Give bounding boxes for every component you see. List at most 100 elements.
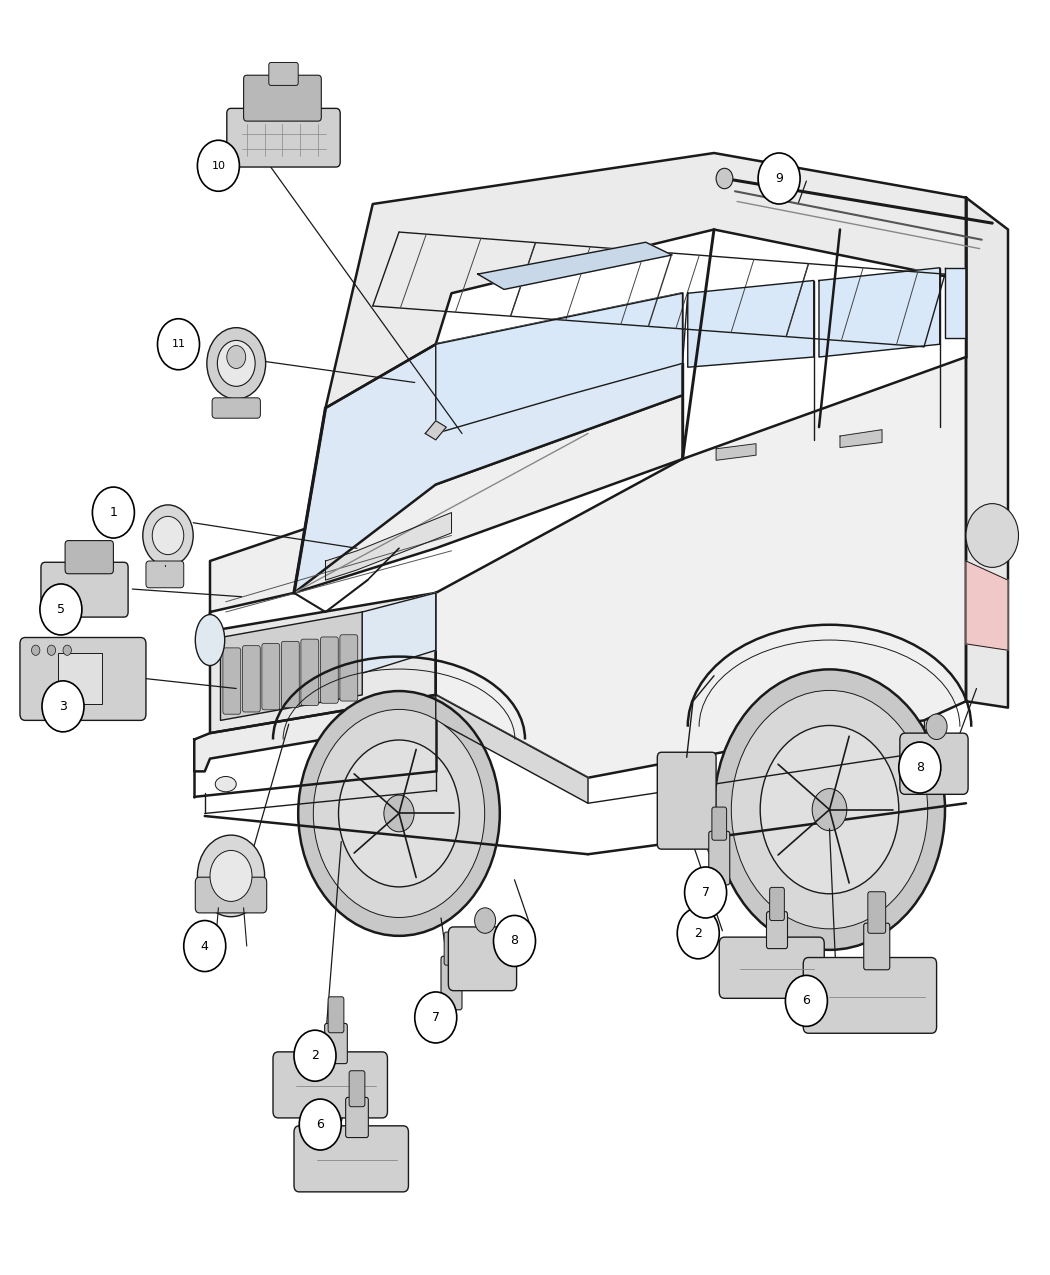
Circle shape (40, 584, 82, 635)
Text: 6: 6 (802, 994, 811, 1007)
FancyBboxPatch shape (709, 831, 730, 885)
Circle shape (760, 725, 899, 894)
FancyBboxPatch shape (41, 562, 128, 617)
FancyBboxPatch shape (269, 62, 298, 85)
Text: 8: 8 (916, 761, 924, 774)
Polygon shape (362, 593, 436, 673)
FancyBboxPatch shape (273, 1052, 387, 1118)
Circle shape (197, 140, 239, 191)
Polygon shape (966, 198, 1008, 708)
Circle shape (677, 908, 719, 959)
Polygon shape (945, 268, 966, 338)
Circle shape (415, 992, 457, 1043)
FancyBboxPatch shape (227, 108, 340, 167)
Polygon shape (326, 513, 452, 580)
Polygon shape (210, 593, 436, 733)
Polygon shape (210, 395, 682, 631)
Polygon shape (220, 612, 362, 720)
Text: 10: 10 (211, 161, 226, 171)
Polygon shape (294, 293, 682, 593)
Circle shape (966, 504, 1018, 567)
Circle shape (210, 850, 252, 901)
FancyBboxPatch shape (294, 1126, 408, 1192)
Circle shape (217, 340, 255, 386)
FancyBboxPatch shape (195, 877, 267, 913)
FancyBboxPatch shape (328, 997, 344, 1033)
Circle shape (313, 709, 485, 918)
FancyBboxPatch shape (441, 956, 462, 1010)
FancyBboxPatch shape (657, 752, 716, 849)
Circle shape (143, 505, 193, 566)
Text: 4: 4 (201, 940, 209, 952)
FancyBboxPatch shape (146, 561, 184, 588)
Polygon shape (819, 268, 940, 357)
FancyBboxPatch shape (212, 398, 260, 418)
Ellipse shape (215, 776, 236, 792)
Polygon shape (436, 357, 966, 778)
Circle shape (716, 168, 733, 189)
Circle shape (785, 975, 827, 1026)
Circle shape (714, 669, 945, 950)
Circle shape (42, 681, 84, 732)
Text: 3: 3 (59, 700, 67, 713)
FancyBboxPatch shape (803, 958, 937, 1033)
Polygon shape (194, 695, 436, 771)
Polygon shape (716, 444, 756, 460)
Ellipse shape (195, 615, 225, 666)
Circle shape (813, 788, 846, 831)
Circle shape (152, 516, 184, 555)
FancyBboxPatch shape (766, 912, 788, 949)
Circle shape (227, 346, 246, 368)
FancyBboxPatch shape (58, 653, 102, 704)
FancyBboxPatch shape (864, 923, 889, 970)
Circle shape (475, 908, 496, 933)
FancyBboxPatch shape (281, 641, 299, 708)
Text: 2: 2 (694, 927, 702, 940)
Circle shape (758, 153, 800, 204)
FancyBboxPatch shape (719, 937, 824, 998)
Circle shape (338, 740, 460, 887)
Polygon shape (425, 421, 446, 440)
Circle shape (294, 1030, 336, 1081)
Circle shape (926, 714, 947, 740)
Text: 6: 6 (316, 1118, 324, 1131)
Text: 2: 2 (311, 1049, 319, 1062)
FancyBboxPatch shape (223, 648, 240, 714)
FancyBboxPatch shape (867, 891, 886, 933)
Circle shape (63, 645, 71, 655)
FancyBboxPatch shape (243, 645, 260, 711)
Circle shape (184, 921, 226, 972)
Circle shape (207, 328, 266, 399)
Polygon shape (840, 430, 882, 448)
FancyBboxPatch shape (301, 639, 319, 705)
Circle shape (899, 742, 941, 793)
FancyBboxPatch shape (320, 638, 338, 704)
Polygon shape (436, 695, 588, 803)
Circle shape (494, 915, 536, 966)
Circle shape (685, 867, 727, 918)
Polygon shape (478, 242, 672, 289)
Text: 7: 7 (701, 886, 710, 899)
Circle shape (731, 691, 928, 928)
Text: 8: 8 (510, 935, 519, 947)
Circle shape (298, 691, 500, 936)
FancyBboxPatch shape (444, 932, 459, 965)
Polygon shape (326, 153, 966, 408)
Circle shape (92, 487, 134, 538)
Circle shape (47, 645, 56, 655)
Polygon shape (436, 293, 682, 434)
FancyBboxPatch shape (900, 733, 968, 794)
Text: 5: 5 (57, 603, 65, 616)
Text: 7: 7 (432, 1011, 440, 1024)
FancyBboxPatch shape (340, 635, 358, 701)
Text: 1: 1 (109, 506, 118, 519)
FancyBboxPatch shape (349, 1071, 365, 1107)
Circle shape (384, 796, 414, 831)
FancyBboxPatch shape (770, 887, 784, 921)
Text: 11: 11 (171, 339, 186, 349)
FancyBboxPatch shape (20, 638, 146, 720)
FancyBboxPatch shape (345, 1098, 369, 1137)
Circle shape (158, 319, 200, 370)
Polygon shape (688, 280, 814, 367)
Circle shape (197, 835, 265, 917)
